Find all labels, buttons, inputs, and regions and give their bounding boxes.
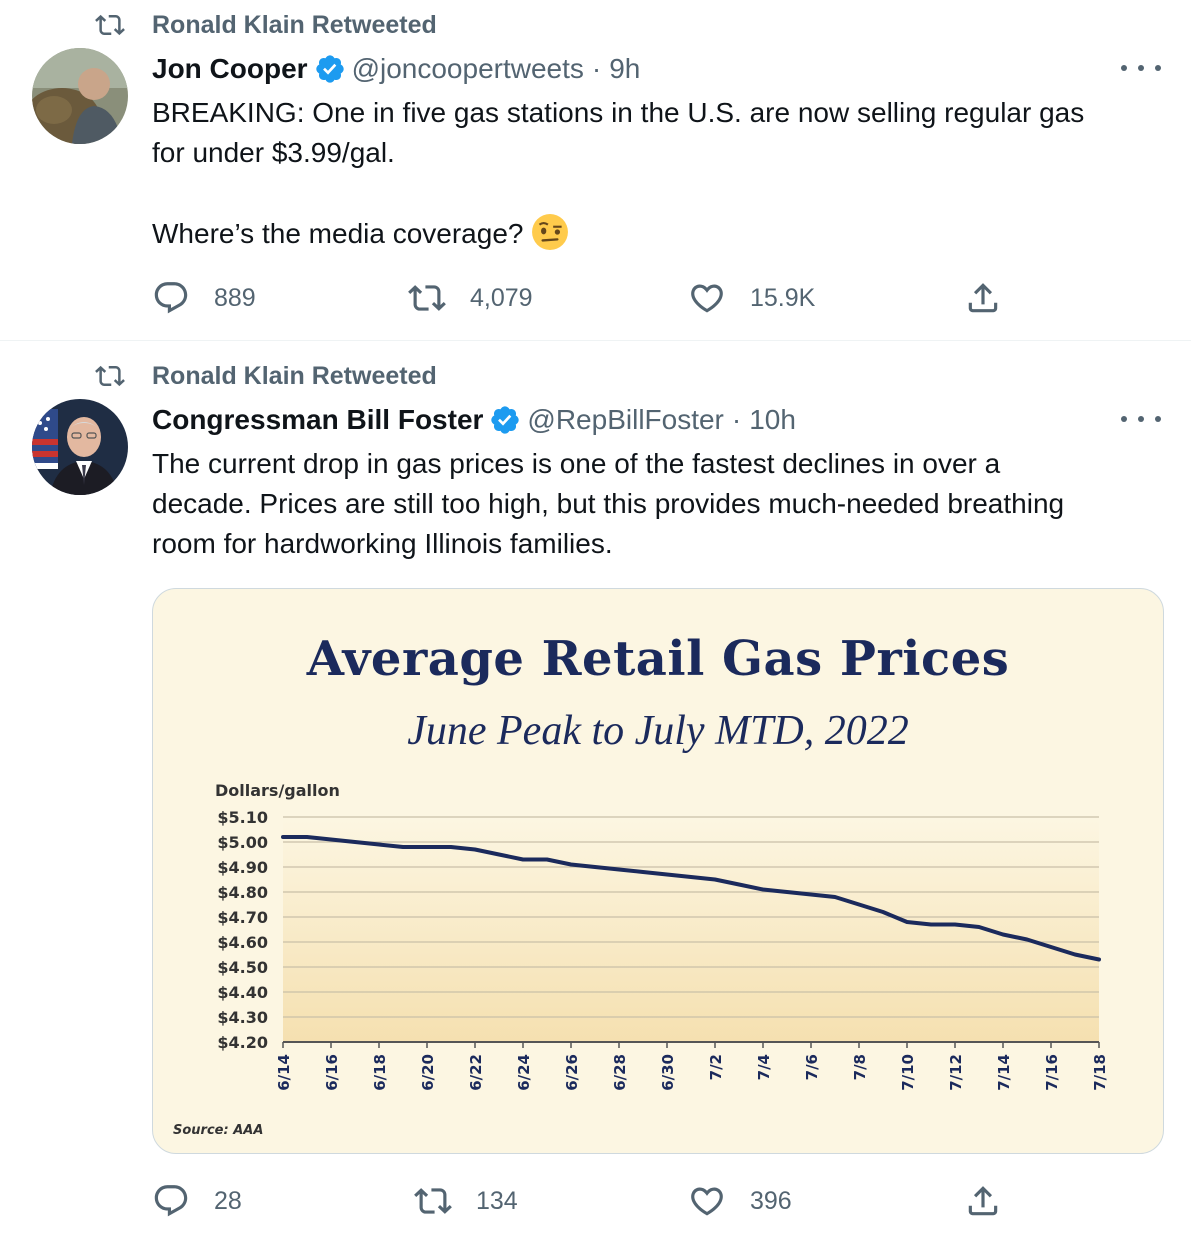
x-tick-label: 6/24	[515, 1054, 533, 1091]
x-tick-label: 6/22	[467, 1054, 485, 1091]
tweet-text-line: room for hardworking Illinois families.	[152, 528, 613, 559]
x-tick-label: 7/12	[947, 1054, 965, 1091]
retweet-indicator	[92, 356, 128, 396]
chart-source: Source: AAA	[173, 1123, 263, 1138]
x-tick-label: 6/18	[371, 1054, 389, 1091]
reply-icon	[154, 1185, 188, 1217]
face-with-raised-eyebrow-emoji	[532, 214, 569, 250]
x-tick-label: 7/10	[899, 1054, 917, 1091]
retweet-icon	[95, 14, 125, 36]
retweet-indicator	[92, 5, 128, 45]
y-tick-label: $4.90	[217, 858, 268, 877]
tweet-text-line: The current drop in gas prices is one of…	[152, 448, 1001, 479]
x-tick-label: 7/8	[851, 1054, 869, 1080]
x-tick-label: 7/18	[1091, 1054, 1109, 1091]
tweet-header: Congressman Bill Foster @RepBillFoster ·…	[152, 398, 796, 442]
reply-count: 28	[214, 1186, 242, 1215]
tweet-text-line	[152, 173, 1152, 213]
separator-dot: ·	[591, 53, 602, 84]
y-tick-label: $4.70	[217, 908, 268, 927]
plot-background	[283, 817, 1099, 1042]
separator-dot: ·	[731, 404, 742, 435]
tweet-jon-cooper[interactable]: Ronald Klain Retweeted Jon Cooper @jonco…	[0, 0, 1191, 341]
like-count: 15.9K	[750, 283, 816, 312]
avatar-photo	[32, 399, 128, 495]
x-tick-label: 6/28	[611, 1054, 629, 1091]
x-tick-label: 6/14	[275, 1054, 293, 1091]
more-options-icon[interactable]	[1121, 53, 1161, 83]
y-tick-label: $4.60	[217, 933, 268, 952]
tweet-text-line: decade. Prices are still too high, but t…	[152, 488, 1065, 519]
tweet-bill-foster[interactable]: Ronald Klain Retweeted Congressman Bill …	[0, 341, 1191, 1235]
retweeted-by-label[interactable]: Ronald Klain Retweeted	[152, 362, 437, 390]
tweet-media-chart[interactable]: Average Retail Gas Prices June Peak to J…	[152, 588, 1164, 1154]
author-name[interactable]: Congressman Bill Foster	[152, 404, 484, 435]
share-icon	[968, 1186, 998, 1216]
y-axis-label: Dollars/gallon	[215, 781, 340, 800]
like-button[interactable]: 15.9K	[688, 278, 815, 318]
y-tick-label: $4.20	[217, 1033, 268, 1052]
retweet-icon	[95, 365, 125, 387]
x-tick-label: 7/2	[707, 1054, 725, 1080]
author-name[interactable]: Jon Cooper	[152, 53, 308, 84]
x-tick-label: 7/4	[755, 1054, 773, 1080]
gas-price-series-line	[281, 835, 1101, 962]
y-tick-label: $4.80	[217, 883, 268, 902]
tweet-header: Jon Cooper @joncoopertweets · 9h	[152, 47, 640, 91]
author-handle[interactable]: @RepBillFoster	[527, 404, 724, 435]
chart-title: Average Retail Gas Prices	[306, 631, 1010, 687]
share-icon	[968, 283, 998, 313]
share-button[interactable]	[964, 1181, 1002, 1221]
gas-price-line-chart: $5.10 $5.00 $4.90 $4.80 $4.70 $4.60 $4.50 $4.40…	[173, 781, 1109, 1138]
y-tick-label: $4.30	[217, 1008, 268, 1027]
heart-icon	[691, 1187, 723, 1216]
x-tick-label: 6/16	[323, 1054, 341, 1091]
retweet-count: 4,079	[470, 283, 533, 312]
x-tick-label: 6/20	[419, 1054, 437, 1091]
like-count: 396	[750, 1186, 792, 1215]
y-tick-label: $4.40	[217, 983, 268, 1002]
retweet-count: 134	[476, 1186, 518, 1215]
chart-subtitle: June Peak to July MTD, 2022	[407, 708, 909, 754]
retweeted-by-label[interactable]: Ronald Klain Retweeted	[152, 11, 437, 39]
like-button[interactable]: 396	[688, 1181, 792, 1221]
x-tick-label: 7/14	[995, 1054, 1013, 1091]
tweet-text-line: BREAKING: One in five gas stations in th…	[152, 97, 1085, 128]
tweet-actions: 28 134 396	[152, 1181, 1012, 1221]
tweet-actions: 889 4,079 15.9K	[152, 278, 1012, 318]
x-tick-label: 7/16	[1043, 1054, 1061, 1091]
y-tick-label: $5.10	[217, 808, 268, 827]
retweet-button[interactable]: 4,079	[408, 278, 533, 318]
retweet-icon	[408, 285, 446, 311]
heart-icon	[691, 284, 723, 313]
tweet-text: BREAKING: One in five gas stations in th…	[152, 93, 1152, 254]
avatar[interactable]	[32, 399, 128, 495]
retweet-icon	[414, 1188, 452, 1214]
reply-icon	[154, 282, 188, 314]
y-tick-label: $5.00	[217, 833, 268, 852]
more-options-icon[interactable]	[1121, 404, 1161, 434]
reply-button[interactable]: 889	[152, 278, 256, 318]
tweet-time[interactable]: 10h	[749, 404, 796, 435]
verified-badge-icon	[315, 55, 344, 83]
avatar-photo	[32, 48, 128, 144]
x-tick-label: 6/26	[563, 1054, 581, 1091]
avatar[interactable]	[32, 48, 128, 144]
tweet-text: The current drop in gas prices is one of…	[152, 444, 1152, 564]
tweet-text-line: for under $3.99/gal.	[152, 137, 395, 168]
reply-count: 889	[214, 283, 256, 312]
retweet-button[interactable]: 134	[414, 1181, 518, 1221]
y-tick-label: $4.50	[217, 958, 268, 977]
x-tick-label: 6/30	[659, 1054, 677, 1091]
reply-button[interactable]: 28	[152, 1181, 242, 1221]
tweet-time[interactable]: 9h	[609, 53, 641, 84]
tweet-text-line: Where’s the media coverage?	[152, 218, 524, 249]
x-tick-label: 7/6	[803, 1054, 821, 1080]
author-handle[interactable]: @joncoopertweets	[351, 53, 584, 84]
share-button[interactable]	[964, 278, 1002, 318]
verified-badge-icon	[491, 406, 520, 434]
